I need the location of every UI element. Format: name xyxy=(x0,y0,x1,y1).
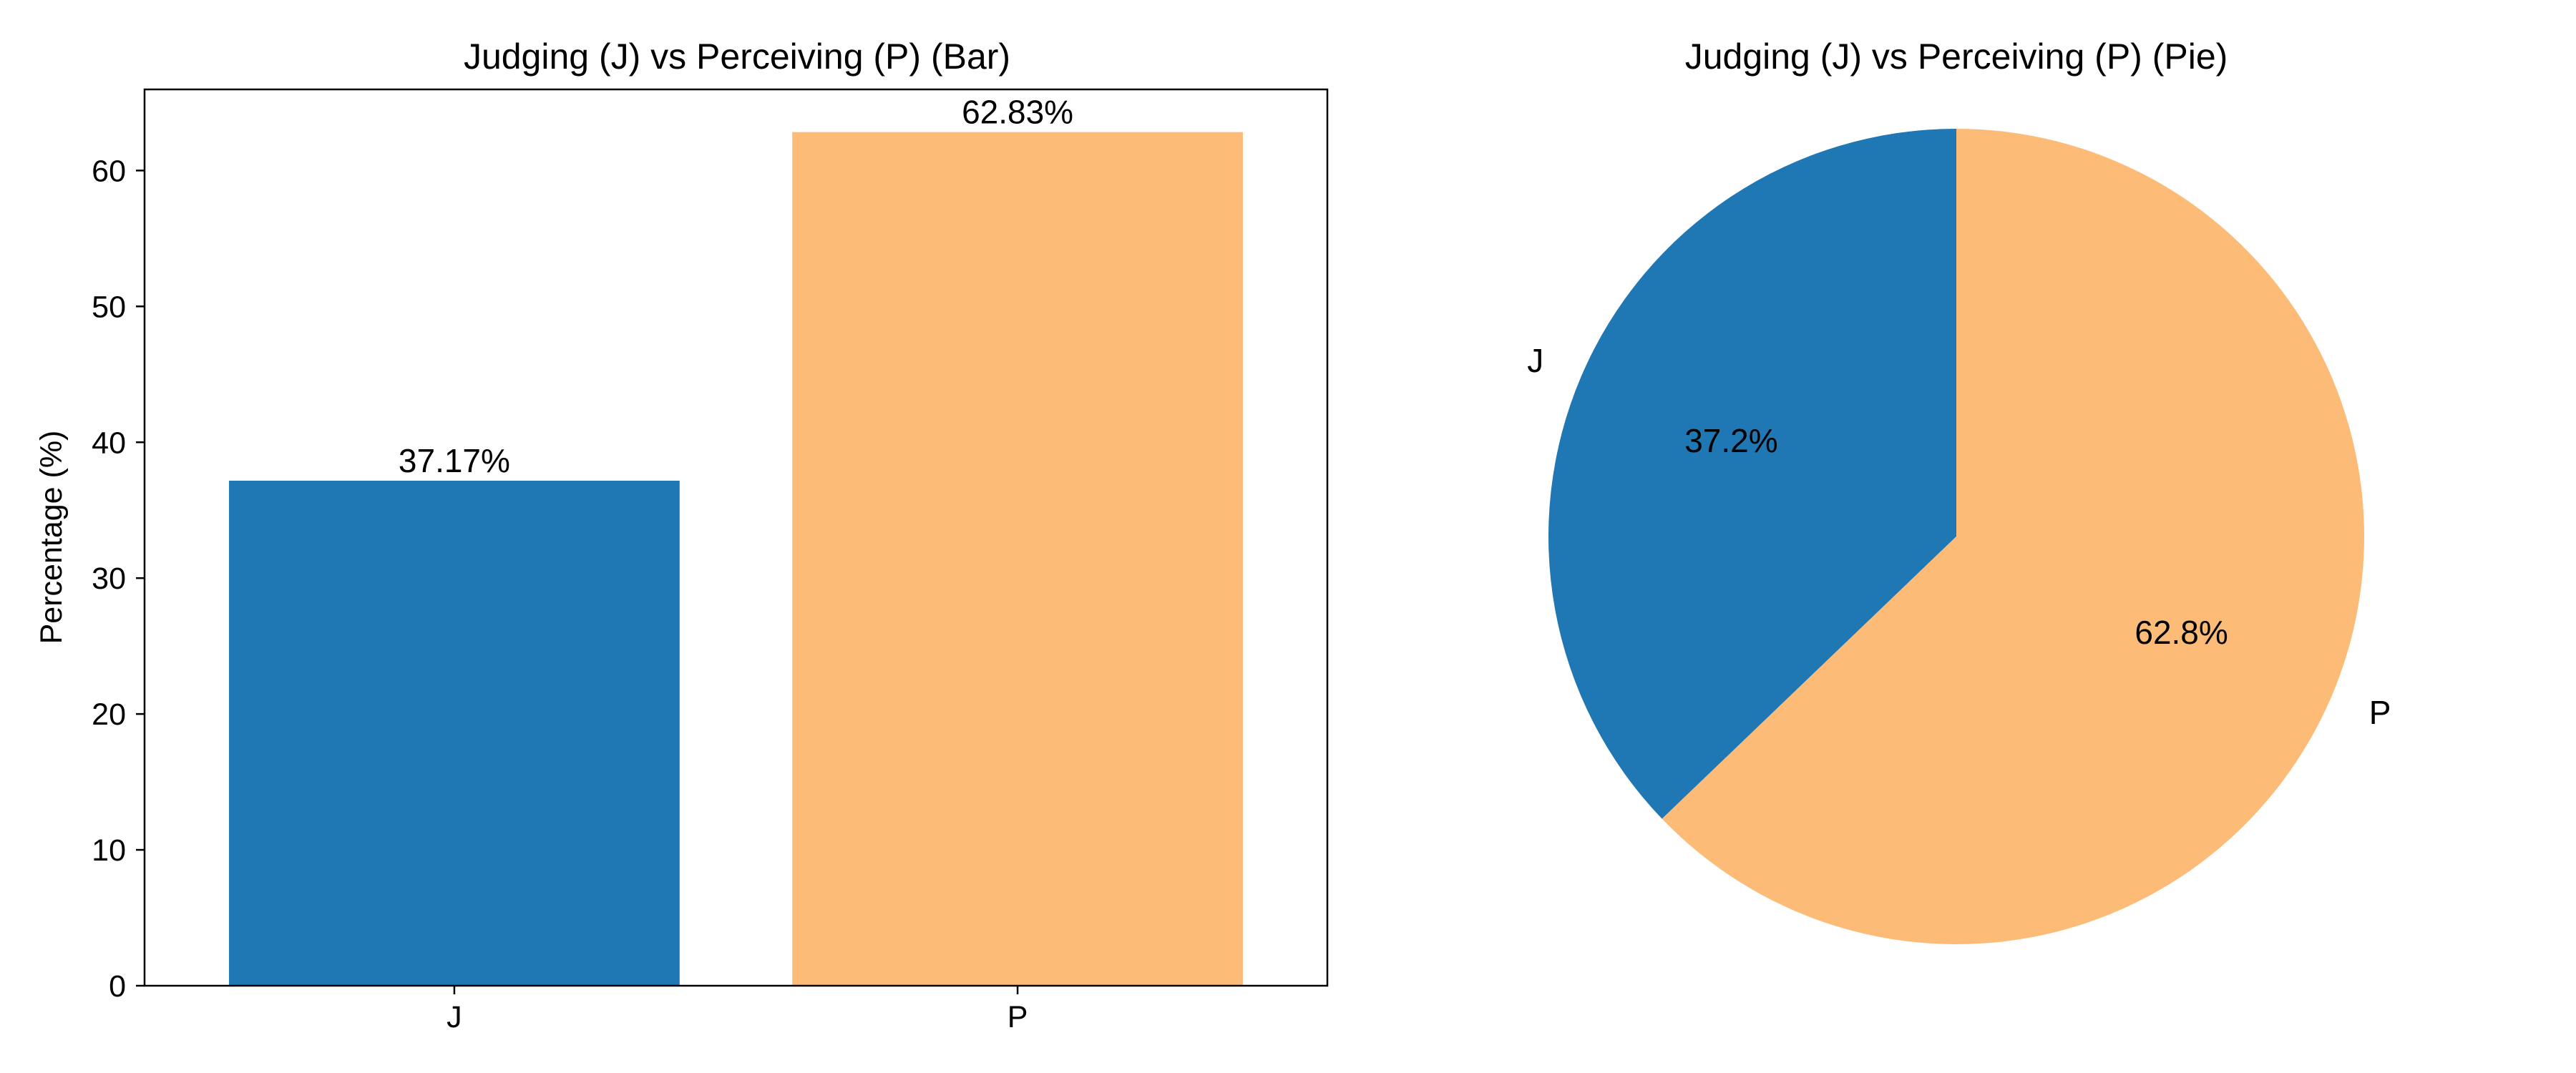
y-tick-label: 30 xyxy=(92,562,126,596)
y-tick-label: 40 xyxy=(92,426,126,460)
pie-chart-title: Judging (J) vs Perceiving (P) (Pie) xyxy=(1685,36,2228,77)
bar-plot-frame xyxy=(143,88,1329,987)
pie-marks: J 37.2% P 62.8% xyxy=(1527,129,2391,944)
bar-value-label: 62.83% xyxy=(962,94,1073,131)
pie-slice-p xyxy=(1662,129,2364,944)
y-tick-label: 20 xyxy=(92,697,126,732)
bar-p xyxy=(792,132,1243,986)
x-tick-label: P xyxy=(1008,1000,1028,1034)
bar-chart-title: Judging (J) vs Perceiving (P) (Bar) xyxy=(464,36,1010,77)
bar-j xyxy=(229,481,680,986)
pie-slice-label: J xyxy=(1527,342,1543,379)
x-tick-label: J xyxy=(447,1000,462,1034)
y-tick-label: 0 xyxy=(109,969,126,1004)
y-tick-label: 60 xyxy=(92,154,126,188)
bar-marks: 37.17% 62.83% xyxy=(229,94,1243,986)
bar-chart: Judging (J) vs Perceiving (P) (Bar) 37.1… xyxy=(34,36,1329,1034)
bar-y-axis-ticks: 0 10 20 30 40 50 60 xyxy=(92,154,145,1004)
bar-value-label: 37.17% xyxy=(399,442,510,479)
pie-percent-label: 37.2% xyxy=(1684,422,1777,459)
y-tick-label: 50 xyxy=(92,290,126,324)
y-tick-label: 10 xyxy=(92,833,126,868)
pie-chart: Judging (J) vs Perceiving (P) (Pie) J 37.… xyxy=(1527,36,2391,944)
pie-percent-label: 62.8% xyxy=(2135,614,2228,651)
pie-slice-label: P xyxy=(2369,694,2391,731)
bar-y-axis-label: Percentage (%) xyxy=(34,431,69,645)
pie-slice-j xyxy=(1548,129,1956,819)
